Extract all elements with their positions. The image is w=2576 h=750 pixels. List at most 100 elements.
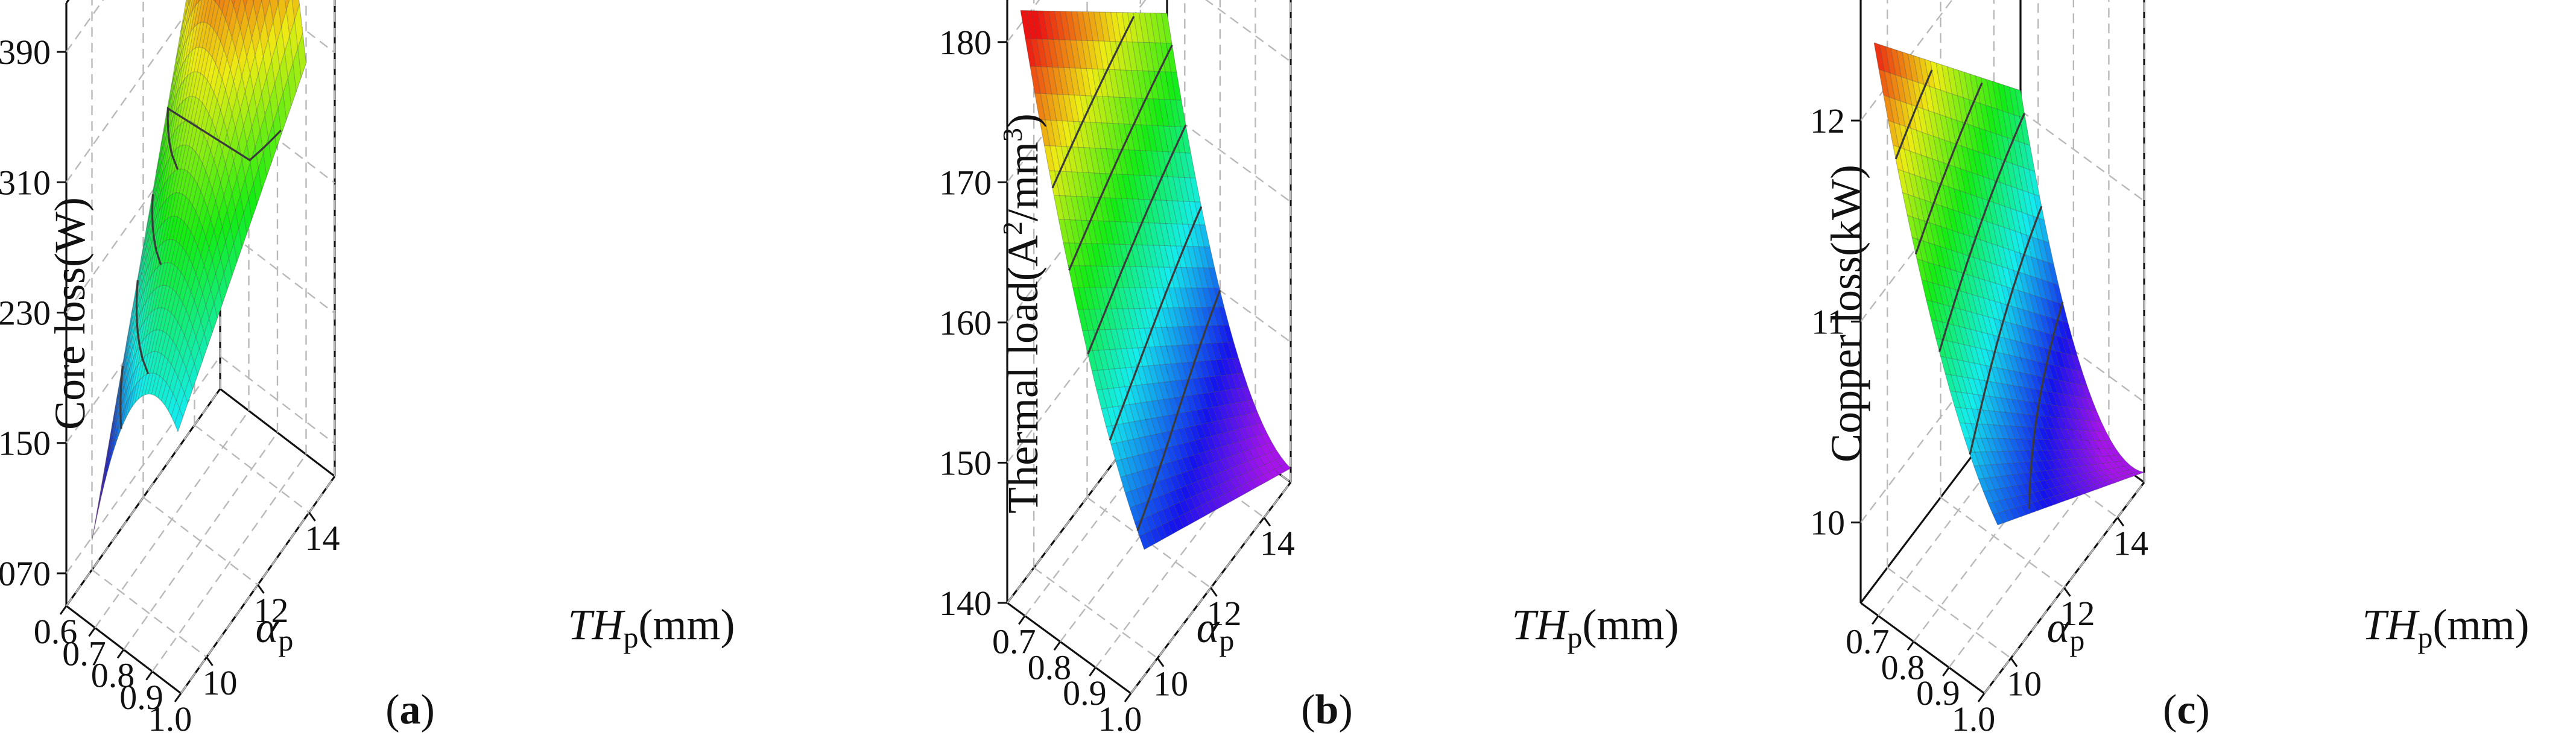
surface-patch [159,356,168,379]
contour-line [1087,124,1187,355]
surface-patch [1945,267,1955,290]
surface-patch [2025,274,2036,296]
surface-patch [1996,367,2008,385]
surface-patch [181,197,189,222]
surface-patch [2014,89,2025,119]
surface-patch [1101,122,1112,150]
surface-patch [202,23,210,49]
surface-patch [273,108,282,149]
surface-patch [1216,446,1227,460]
surface-patch [2008,451,2019,463]
surface-patch [174,36,183,75]
surface-patch [141,262,150,297]
surface-patch [2113,467,2124,473]
surface-patch [177,247,186,273]
surface-patch [1117,423,1128,442]
surface-patch [179,37,188,72]
surface-patch [2052,459,2063,470]
surface-patch [2066,491,2077,499]
surface-patch [1188,362,1198,379]
surface-patch [1136,385,1147,403]
mesh-line [1916,258,2064,305]
surface-patch [1048,39,1059,68]
surface-patch [163,310,171,333]
surface-patch [128,323,137,361]
surface-patch [2017,484,2028,496]
surface-patch [1986,241,1997,265]
surface-patch [1172,327,1183,345]
surface-patch [148,217,156,253]
mesh-line [157,0,262,398]
surface-patch [1899,147,1910,174]
surface-patch [1159,364,1170,382]
surface-patch [191,337,200,364]
surface-patch [1242,386,1253,402]
surface-patch [1922,260,1933,283]
surface-patch [1198,377,1209,394]
surface-patch [2071,369,2081,385]
surface-patch [1215,359,1227,376]
surface-patch [2081,449,2092,458]
mesh-line [1986,79,2111,485]
surface-patch [162,109,171,148]
surface-patch [2025,373,2036,389]
surface-patch [1098,40,1109,70]
surface-patch [2049,349,2060,367]
mesh-line [1912,237,2059,286]
surface-patch [2041,390,2052,405]
x-tick-mark [1018,615,1026,625]
mesh-line [1087,11,1212,512]
surface-patch [1099,11,1110,42]
surface-patch [2095,421,2106,432]
surface-patch [1952,358,1963,377]
surface-patch [1153,98,1164,126]
mesh-line [108,0,195,468]
mesh-line [1125,441,1272,494]
surface-patch [206,219,214,248]
surface-patch [1224,491,1235,503]
surface-patch [1116,198,1127,222]
surface-patch [1221,445,1233,458]
surface-patch [1104,349,1115,370]
surface-patch [2013,385,2024,402]
surface-patch [1231,388,1242,403]
surface-patch [250,147,259,183]
contour-line [1969,206,2043,455]
surface-patch [1124,404,1135,423]
surface-patch [1986,350,1997,368]
surface-patch [174,408,183,432]
surface-patch [2070,449,2081,459]
surface-patch [2033,491,2044,502]
surface-patch [1986,105,1996,134]
surface-patch [248,2,257,39]
surface-patch [2092,456,2103,464]
surface-patch [121,327,130,371]
mesh-line [1127,12,1252,491]
surface-patch [1221,458,1232,470]
surface-patch [1253,467,1264,477]
surface-patch [107,426,115,467]
mesh-line [101,351,188,484]
surface-patch [218,0,225,12]
surface-patch [2046,470,2057,480]
surface-patch [2080,465,2090,473]
surface-patch [1183,326,1194,345]
surface-patch [191,211,200,239]
surface-patch [2032,345,2043,363]
contour-line [1068,44,1173,271]
surface-patch [103,439,112,481]
surface-patch [2006,399,2017,414]
surface-patch [1157,288,1168,308]
surface-patch [1026,10,1037,39]
surface-patch [1103,221,1115,245]
surface-patch [1080,243,1091,266]
surface-patch [230,49,239,81]
surface-patch [162,174,171,205]
surface-patch [1178,326,1189,345]
surface-patch [1046,67,1058,95]
surface-patch [285,36,293,78]
surface-patch [1229,417,1240,430]
surface-patch [1920,177,1931,203]
surface-patch [2128,468,2140,473]
mesh-line [141,0,230,397]
